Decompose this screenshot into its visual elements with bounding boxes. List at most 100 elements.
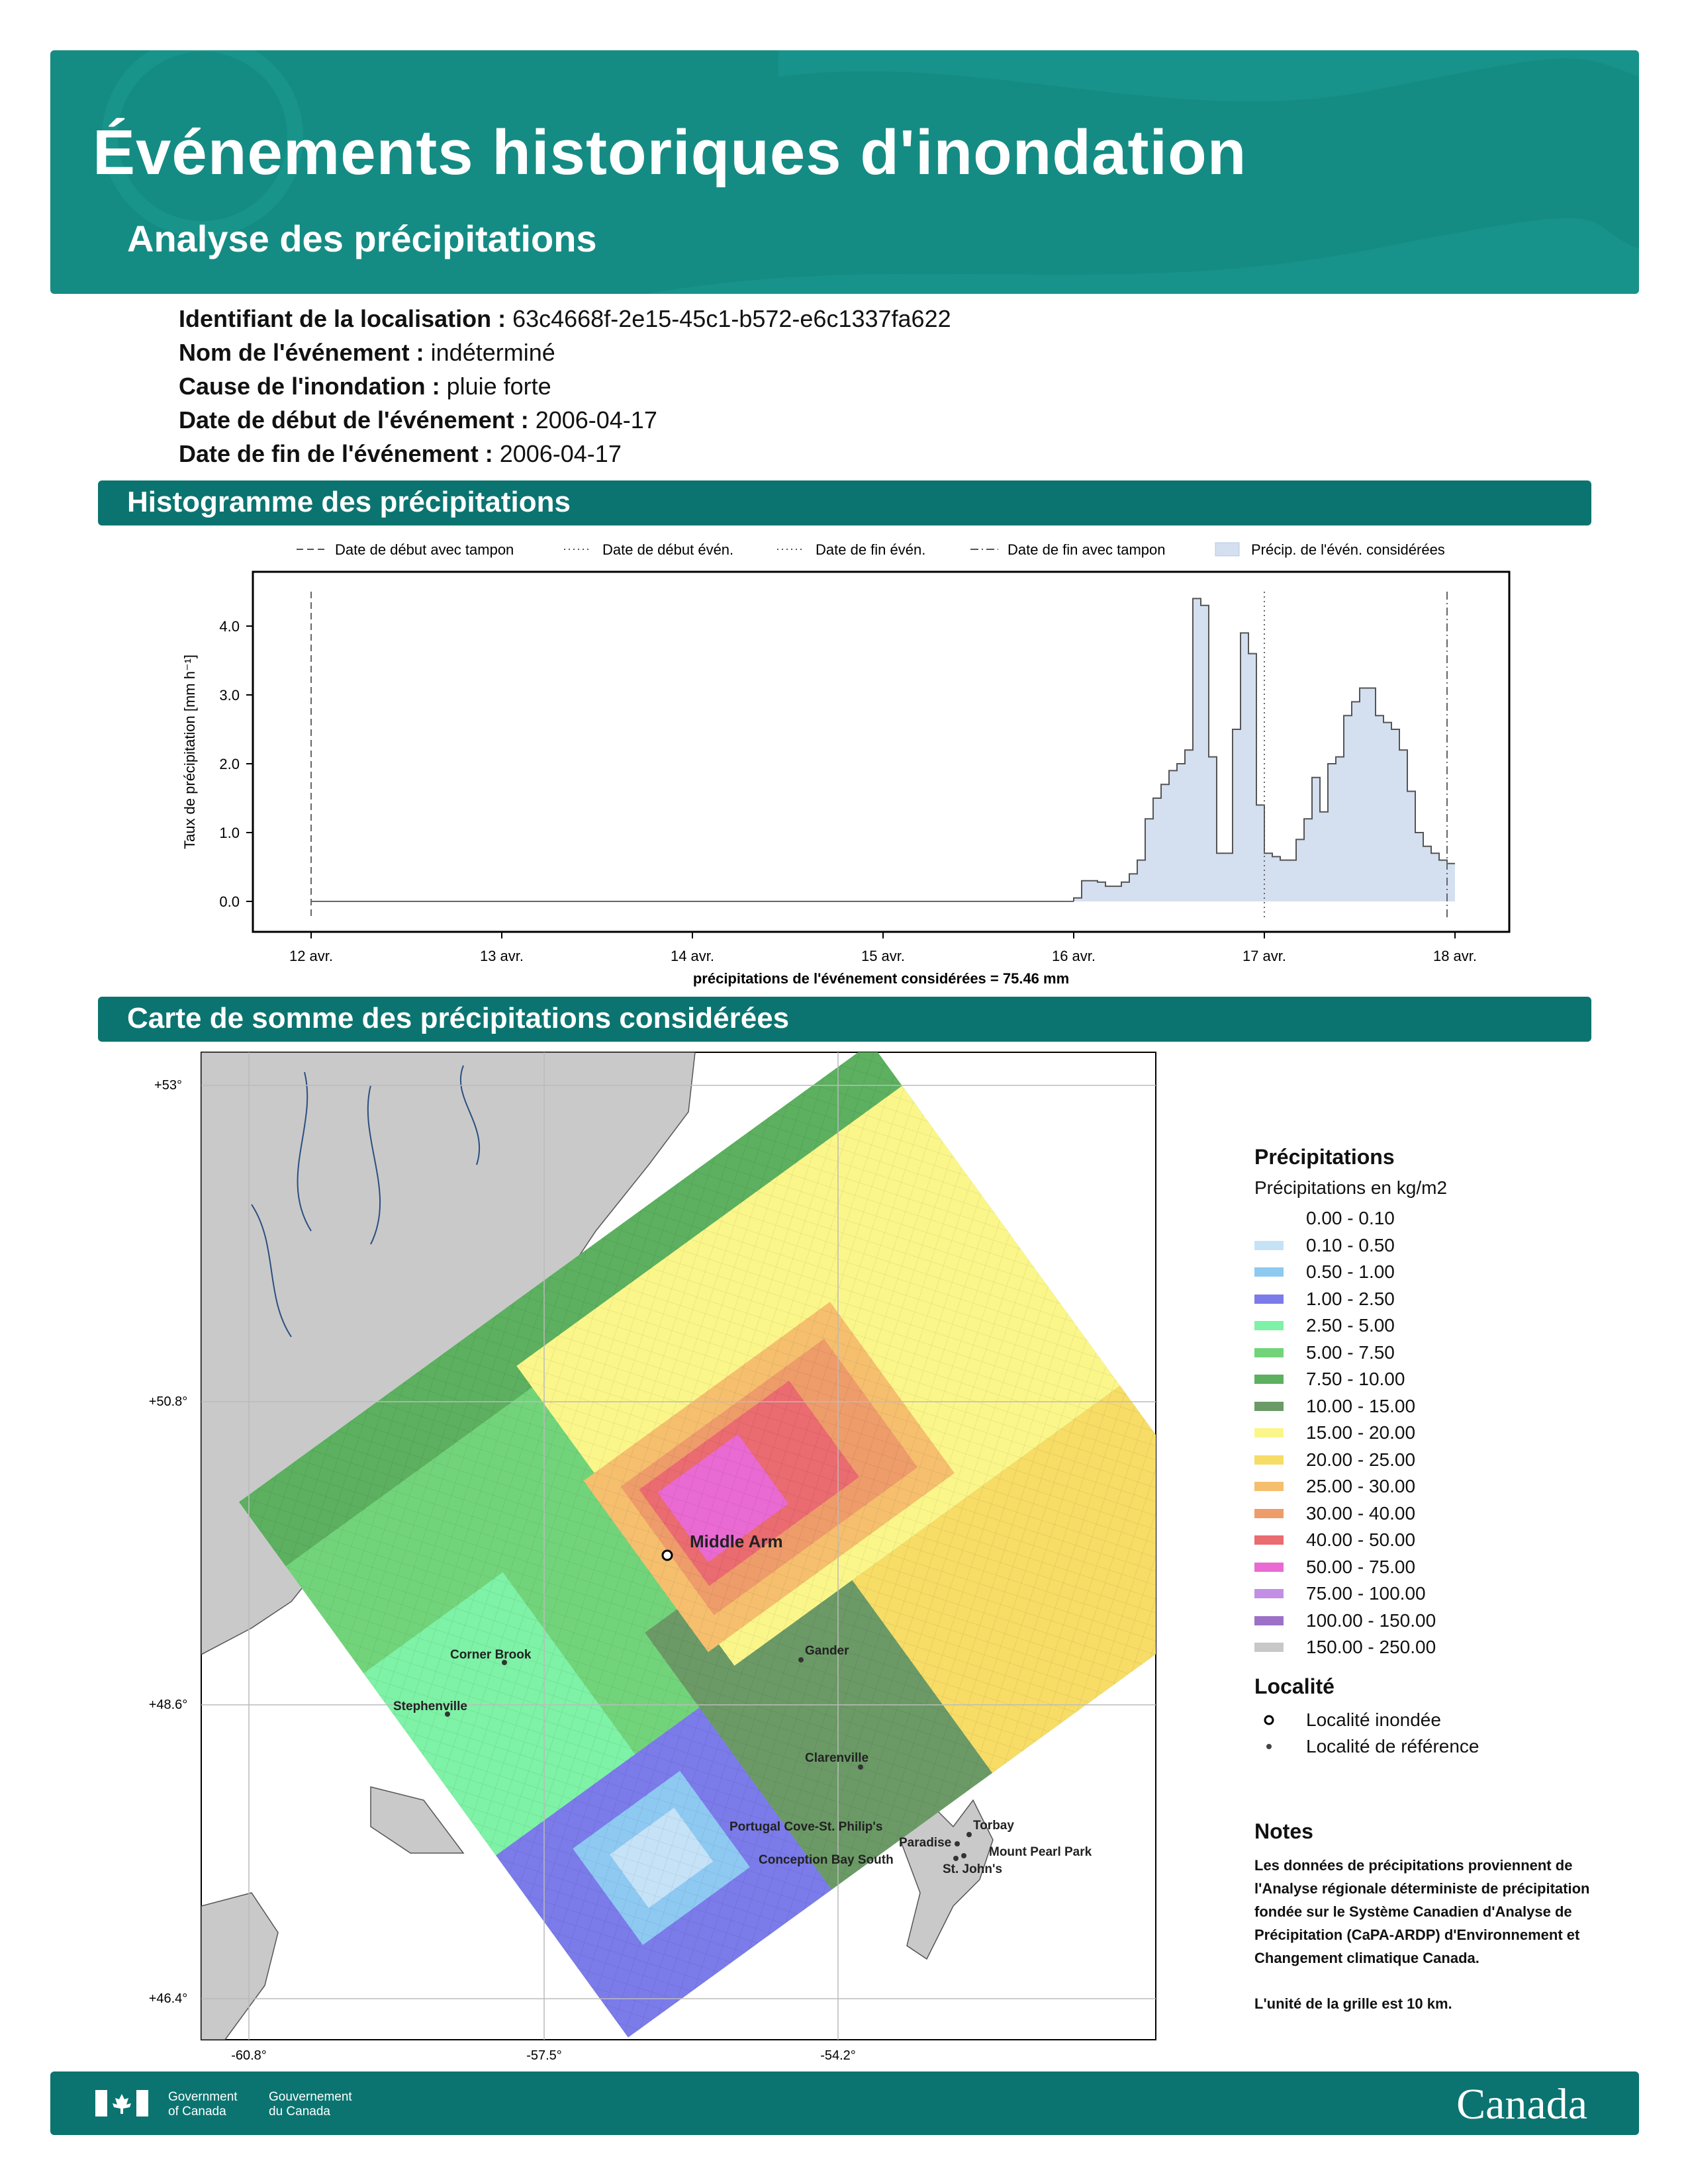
legend-class-row: 2.50 - 5.00 [1254,1312,1479,1340]
notes-grid-unit: L'unité de la grille est 10 km. [1254,1995,1452,2012]
legend-class-label: 0.50 - 1.00 [1306,1261,1395,1283]
legend-class-label: 7.50 - 10.00 [1306,1369,1405,1390]
histogram-x-label: précipitations de l'événement considérée… [693,970,1069,987]
legend-classes: 0.00 - 0.10 0.10 - 0.50 0.50 - 1.00 1.00 - … [1254,1205,1479,1661]
place-middle-arm: Middle Arm [690,1531,783,1551]
legend-class-swatch [1254,1562,1284,1572]
end-date-row: Date de fin de l'événement :2006-04-17 [179,437,951,471]
legend-reference-locality: Localité de référence [1254,1733,1479,1760]
location-id-label: Identifiant de la localisation : [179,305,506,332]
place-labels: Middle Arm Corner Brook Stephenville Gan… [393,1531,1092,1876]
cause-label: Cause de l'inondation : [179,373,440,400]
legend-class-row: 30.00 - 40.00 [1254,1500,1479,1527]
legend-class-label: 0.00 - 0.10 [1306,1208,1395,1229]
legend-class-swatch [1254,1643,1284,1653]
precip-zone-15-20 [516,1085,1120,1666]
legend-buffer-end: Date de fin avec tampon [1008,541,1165,558]
notes-title: Notes [1254,1819,1313,1843]
legend-class-swatch [1254,1482,1284,1492]
page-subtitle: Analyse des précipitations [127,218,597,259]
legend-flooded-locality: Localité inondée [1254,1707,1479,1733]
marker-mount-pearl [961,1853,966,1858]
banner-wave-decoration [102,50,1639,294]
legend-class-row: 100.00 - 150.00 [1254,1608,1479,1635]
legend-class-row: 7.50 - 10.00 [1254,1366,1479,1393]
map-section-header: Carte de somme des précipitations consid… [98,997,1591,1042]
y-tick-label: 1.0 [219,825,240,841]
legend-class-swatch [1254,1214,1284,1224]
cause-row: Cause de l'inondation : pluie forte [179,369,951,403]
legend-class-label: 30.00 - 40.00 [1306,1502,1416,1524]
event-info: Identifiant de la localisation :63c4668f… [179,302,951,471]
legend-class-label: 50.00 - 75.00 [1306,1556,1416,1577]
precip-zone-7-10-north [239,1052,918,1567]
legend-swatch-event-precip [1215,542,1240,557]
reference-locality-icon [1266,1743,1272,1749]
legend-class-swatch [1254,1455,1284,1465]
x-tick-label: 15 avr. [861,948,905,964]
y-tick-label: 4.0 [219,618,240,635]
map-frame [201,1052,1156,2040]
precip-zone-25-30 [583,1302,955,1653]
place-gander: Gander [805,1644,849,1658]
legend-class-label: 100.00 - 150.00 [1306,1610,1436,1631]
locality-title: Localité [1254,1674,1335,1698]
marker-gander [798,1657,804,1662]
flooded-locality-icon [1264,1715,1274,1725]
legend-class-row: 0.10 - 0.50 [1254,1232,1479,1259]
legend-class-row: 50.00 - 75.00 [1254,1554,1479,1581]
legend-class-label: 1.00 - 2.50 [1306,1288,1395,1309]
place-corner-brook: Corner Brook [450,1648,532,1662]
precip-zone-2-5-5 [363,1572,635,1856]
legend-class-row: 0.50 - 1.00 [1254,1259,1479,1286]
start-date-label: Date de début de l'événement : [179,406,529,433]
legend-event-start: Date de début évén. [602,541,733,558]
place-portugal-cove: Portugal Cove-St. Philip's [729,1820,883,1834]
legend-class-label: 20.00 - 25.00 [1306,1449,1416,1470]
precip-zone-1-2-5 [496,1707,832,2038]
legend-buffer-start: Date de début avec tampon [335,541,514,558]
flooded-locality-label: Localité inondée [1306,1709,1441,1730]
place-clarenville: Clarenville [805,1751,868,1765]
legend-event-end: Date de fin évén. [816,541,925,558]
start-date-row: Date de début de l'événement :2006-04-17 [179,403,951,437]
legend-class-row: 5.00 - 7.50 [1254,1340,1479,1367]
legend-class-label: 75.00 - 100.00 [1306,1583,1426,1604]
legend-class-row: 1.00 - 2.50 [1254,1286,1479,1313]
lat-tick-50-8: +50.8° [149,1394,188,1409]
header-banner: Événements historiques d'inondation Anal… [50,50,1639,294]
place-mount-pearl: Mount Pearl Park [989,1845,1092,1859]
precip-zone-30-40 [620,1338,918,1615]
marker-paradise [955,1841,960,1846]
legend-subtitle: Précipitations en kg/m2 [1254,1177,1448,1198]
notes-panel: Notes Les données de précipitations prov… [1254,1820,1599,2015]
histogram-frame [252,570,1511,933]
gov-of-canada-fr: Gouvernement du Canada [269,2090,352,2118]
x-tick-label: 14 avr. [671,948,714,964]
marker-torbay [966,1832,972,1837]
page-title: Événements historiques d'inondation [93,117,1247,188]
histogram-section-title: Histogramme des précipitations [127,486,571,518]
legend-class-swatch [1254,1615,1284,1625]
lon-tick-54-2: -54.2° [820,2048,856,2063]
place-paradise: Paradise [899,1836,951,1850]
place-conception-bay: Conception Bay South [759,1853,894,1867]
legend-class-row: 15.00 - 20.00 [1254,1420,1479,1447]
legend-class-row: 0.00 - 0.10 [1254,1205,1479,1232]
x-tick-label: 18 avr. [1433,948,1477,964]
place-torbay: Torbay [973,1819,1014,1833]
lon-tick-60-8: -60.8° [231,2048,267,2063]
legend-class-swatch [1254,1535,1284,1545]
precip-zone-40-50 [639,1381,859,1586]
x-tick-label: 17 avr. [1243,948,1286,964]
location-id-row: Identifiant de la localisation :63c4668f… [179,302,951,336]
start-date-value: 2006-04-17 [535,406,657,433]
grid-overlay [239,1052,1156,2038]
lat-tick-48-6: +48.6° [149,1698,188,1712]
place-stephenville: Stephenville [393,1700,467,1713]
precip-zone-20-25 [852,1385,1156,1773]
notes-text: Les données de précipitations proviennen… [1254,1857,1590,1966]
event-name-label: Nom de l'événement : [179,339,424,366]
legend-class-row: 20.00 - 25.00 [1254,1447,1479,1474]
canada-wordmark: Canada [1456,2080,1587,2128]
